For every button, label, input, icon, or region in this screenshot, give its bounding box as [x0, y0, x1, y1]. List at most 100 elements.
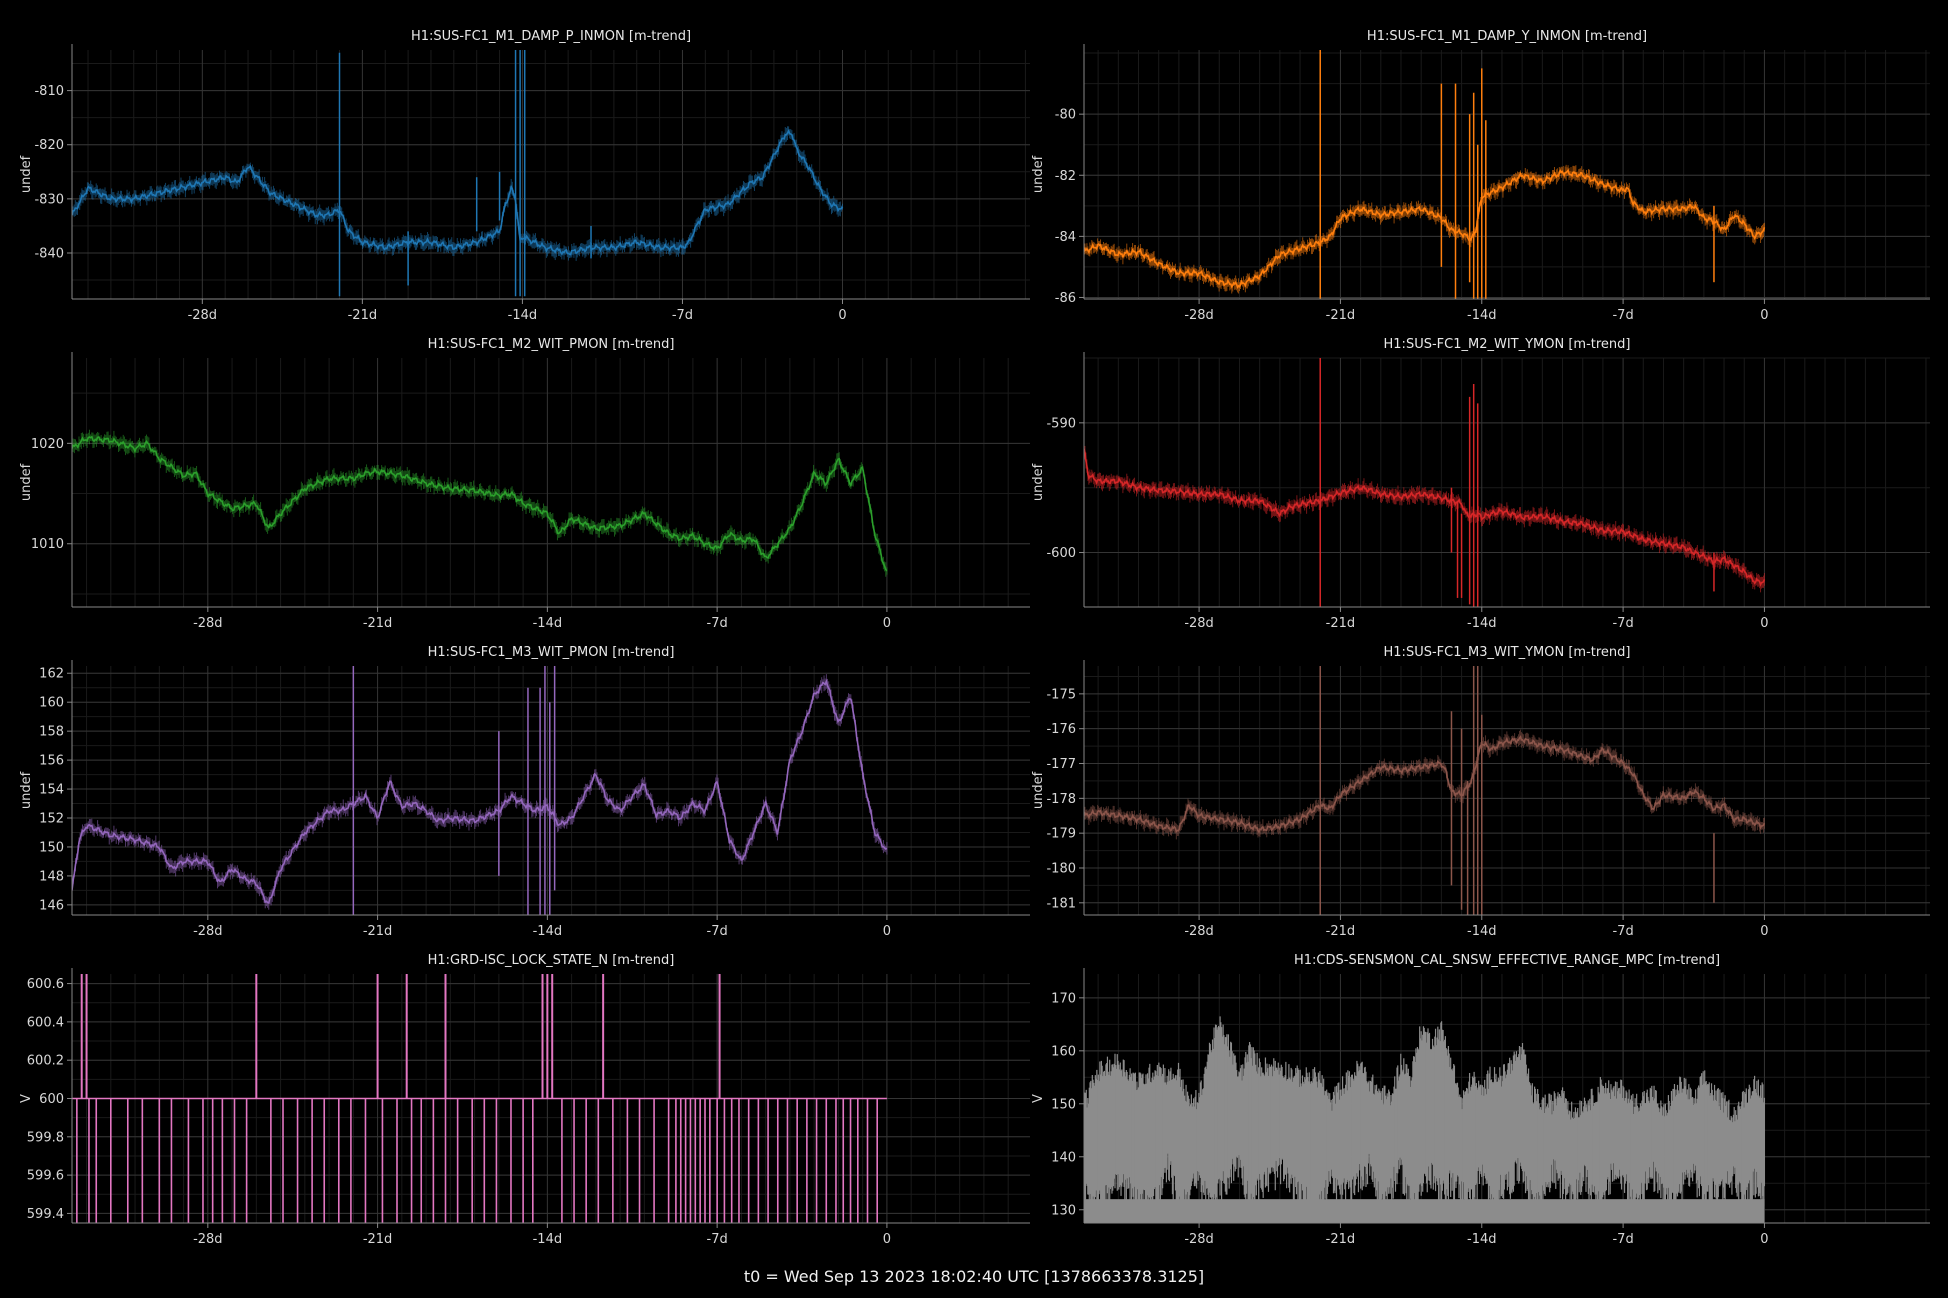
chart-panel-2: -28d -21d -14d -7d 0 -86 -84 -82 -80 H1:SUS-FC1_M… [1031, 29, 1930, 323]
y-tick-label: -830 [34, 192, 64, 207]
x-tick-label: -14d [1467, 308, 1497, 323]
major-gridlines [1084, 666, 1930, 915]
y-tick-label: 158 [39, 725, 64, 740]
series-line [1084, 168, 1766, 290]
x-tick-label: -28d [193, 924, 223, 939]
x-tick-label: -7d [1612, 924, 1633, 939]
x-tick-label: -21d [1326, 924, 1356, 939]
x-tick-label: 0 [1760, 616, 1768, 631]
x-tick-label: -28d [1184, 616, 1214, 631]
x-tick-label: -21d [363, 616, 393, 631]
x-tick-label: 0 [1760, 924, 1768, 939]
y-axis-label: undef [19, 463, 34, 501]
x-tick-label: -7d [707, 924, 728, 939]
y-tick-label: 600.2 [27, 1054, 64, 1069]
panel-title: H1:SUS-FC1_M3_WIT_PMON [m-trend] [428, 645, 675, 660]
y-tick-label: -178 [1046, 792, 1076, 807]
y-axis-label: undef [19, 771, 34, 809]
y-tick-label: -177 [1046, 757, 1076, 772]
major-gridlines [1084, 358, 1930, 607]
y-tick-label: 148 [39, 869, 64, 884]
y-tick-label: -80 [1055, 108, 1076, 123]
y-tick-label: -180 [1046, 861, 1076, 876]
y-axis-label: undef [19, 155, 34, 193]
x-tick-label: -21d [348, 308, 378, 323]
y-tick-label: 156 [39, 754, 64, 769]
y-tick-label: 599.4 [27, 1207, 64, 1222]
y-tick-label: 150 [39, 840, 64, 855]
x-tick-label: -28d [1184, 308, 1214, 323]
x-tick-label: -28d [188, 308, 218, 323]
x-tick-label: 0 [1760, 308, 1768, 323]
y-axis-label: undef [1031, 155, 1046, 193]
y-tick-label: 152 [39, 812, 64, 827]
major-gridlines [72, 666, 1030, 915]
chart-panel-8: -28d -21d -14d -7d 0130140150160170H1:CDS-SE… [1031, 953, 1930, 1247]
x-tick-label: -14d [1467, 924, 1497, 939]
series-line [72, 435, 888, 572]
x-tick-label: -14d [1467, 616, 1497, 631]
y-tick-label: 160 [39, 696, 64, 711]
panel-title: H1:SUS-FC1_M1_DAMP_P_INMON [m-trend] [411, 29, 691, 44]
x-tick-label: -28d [1184, 924, 1214, 939]
chart-panel-3: -28d -21d -14d -7d 0 1010 1020 H1:SUS-FC1_M2_WI… [19, 337, 1030, 631]
x-tick-label: -14d [533, 1232, 563, 1247]
y-tick-label: -810 [34, 84, 64, 99]
chart-panel-5: -28d -21d -14d -7d 0 146 148 150 152 154 156 158 160… [19, 645, 1030, 939]
y-axis-label: undef [1031, 463, 1046, 501]
y-tick-label: 154 [39, 783, 64, 798]
y-tick-label: -84 [1055, 230, 1076, 245]
chart-panel-1: -28d -21d -14d -7d 0 -840 -830 -820 -810 H1:SUS-F… [19, 29, 1030, 323]
y-tick-label: -82 [1055, 169, 1076, 184]
panel-title: H1:SUS-FC1_M2_WIT_PMON [m-trend] [428, 337, 675, 352]
y-tick-label: 1010 [31, 537, 64, 552]
data-layer [1084, 666, 1766, 915]
data-layer [72, 429, 888, 577]
x-tick-label: -14d [508, 308, 538, 323]
y-tick-label: 599.6 [27, 1169, 64, 1184]
y-tick-label: 162 [39, 667, 64, 682]
chart-panel-6: -28d -21d -14d -7d 0 -181 -180 -179 -178 -177 -176… [1031, 645, 1930, 939]
y-tick-label: 600 [39, 1092, 64, 1107]
chart-panels: -28d -21d -14d -7d 0-840-830-820-810H1:SUS-F… [19, 29, 1930, 1247]
series-line [72, 129, 844, 256]
major-gridlines [72, 50, 1030, 299]
data-layer [1084, 50, 1766, 299]
y-tick-label: -179 [1046, 827, 1076, 842]
y-tick-label: 600.6 [27, 977, 64, 992]
panel-title: H1:SUS-FC1_M3_WIT_YMON [m-trend] [1384, 645, 1631, 660]
panel-title: H1:GRD-ISC_LOCK_STATE_N [m-trend] [428, 953, 675, 968]
chart-panel-4: -28d -21d -14d -7d 0 -600 -590 H1:SUS-FC1_M2_WI… [1031, 337, 1930, 631]
panel-title: H1:SUS-FC1_M1_DAMP_Y_INMON [m-trend] [1367, 29, 1647, 44]
chart-panel-7: -28d -21d -14d -7d 0 599.4 599.6 599.8 600 600.2 6… [19, 953, 1030, 1247]
x-tick-label: -21d [363, 1232, 393, 1247]
data-layer [72, 666, 888, 915]
y-tick-label: -840 [34, 246, 64, 261]
y-tick-label: -181 [1046, 896, 1076, 911]
x-tick-label: -21d [363, 924, 393, 939]
y-tick-label: -175 [1046, 687, 1076, 702]
x-tick-label: -7d [1612, 616, 1633, 631]
major-gridlines [72, 358, 1030, 607]
x-tick-label: -14d [533, 924, 563, 939]
x-tick-label: -7d [707, 616, 728, 631]
y-tick-label: -590 [1046, 416, 1076, 431]
x-tick-label: 0 [838, 308, 846, 323]
series-line [72, 678, 888, 905]
x-tick-label: -21d [1326, 308, 1356, 323]
y-tick-label: 599.8 [27, 1130, 64, 1145]
data-layer [72, 974, 887, 1223]
series-line [1084, 735, 1766, 834]
y-tick-label: -176 [1046, 722, 1076, 737]
x-tick-label: -28d [193, 616, 223, 631]
x-tick-label: -28d [193, 1232, 223, 1247]
data-layer [72, 50, 844, 297]
x-tick-label: -7d [707, 1232, 728, 1247]
y-axis-label: undef [1031, 771, 1046, 809]
y-tick-label: 1020 [31, 437, 64, 452]
y-tick-label: 146 [39, 898, 64, 913]
x-tick-label: -14d [533, 616, 563, 631]
x-tick-label: 0 [883, 924, 891, 939]
y-tick-label: -86 [1055, 291, 1076, 306]
